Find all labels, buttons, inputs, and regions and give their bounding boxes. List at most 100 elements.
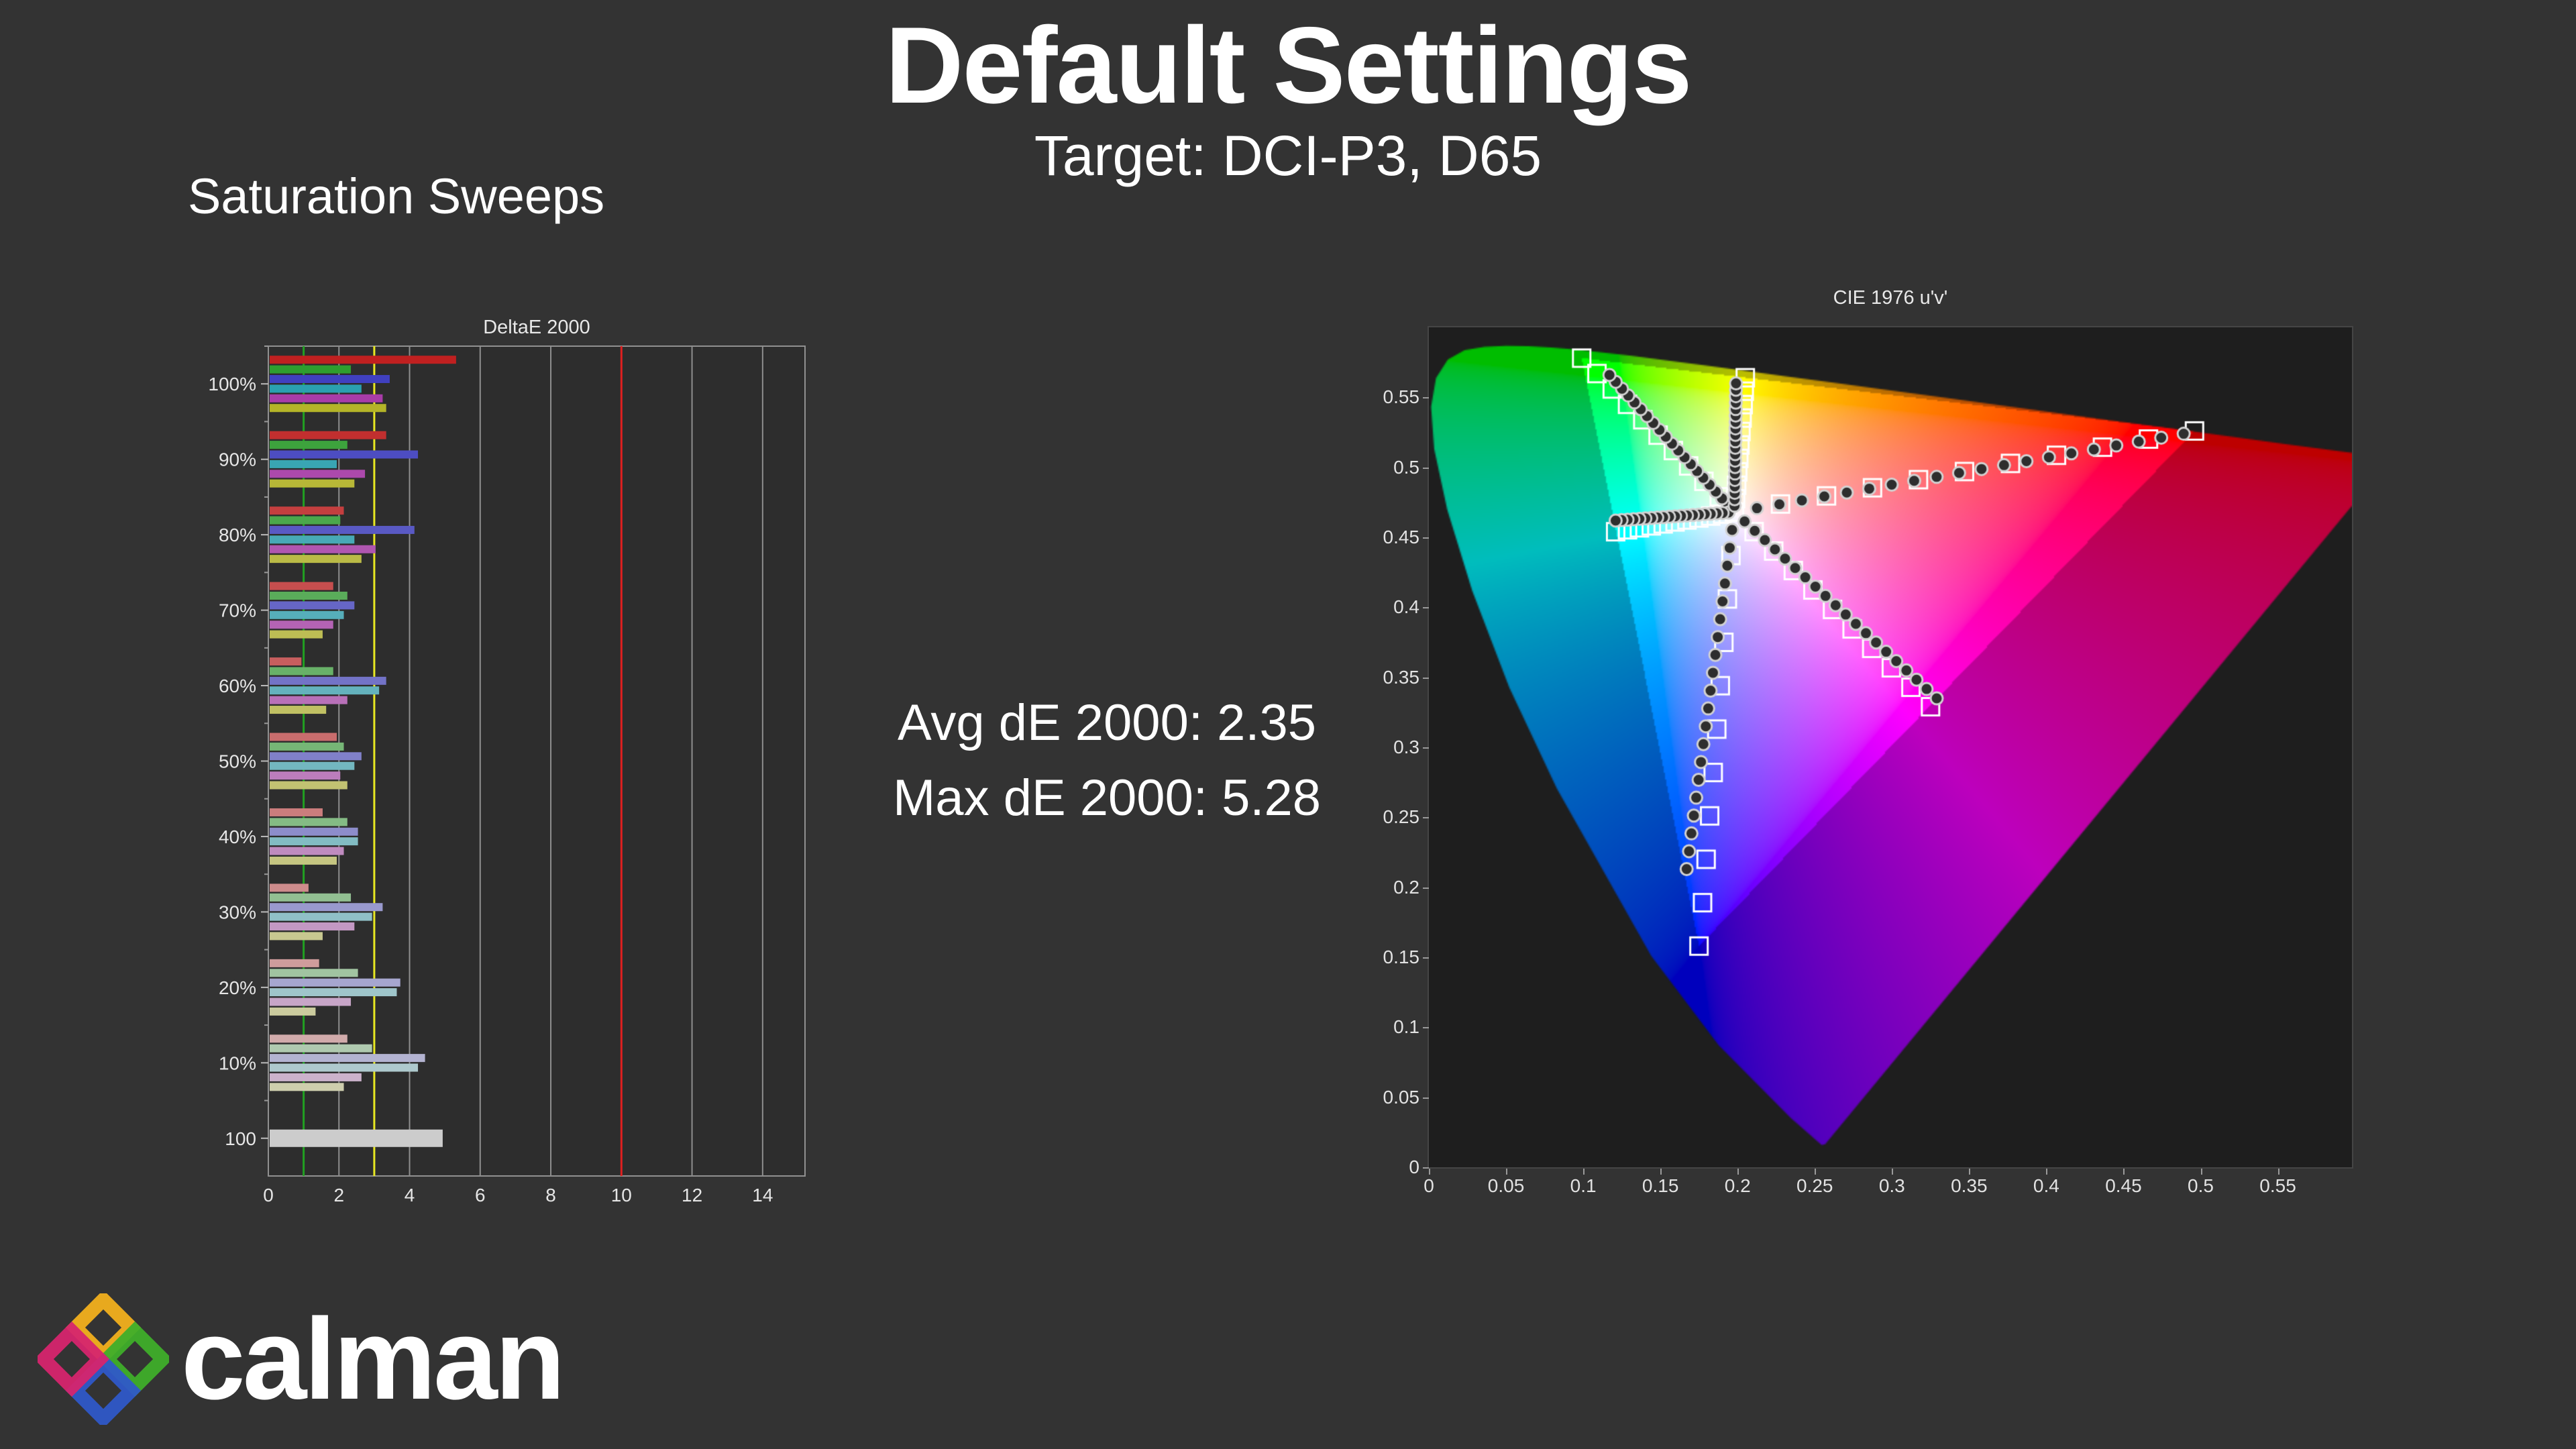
cie-x-tick-mark [2277,1169,2279,1175]
de-bar-60%-yellow [270,706,327,714]
saturation-sweeps-label: Saturation Sweeps [188,168,605,224]
de-bar-70%-red [270,582,333,590]
de-bar-90%-blue [270,450,419,459]
de-bar-100%-yellow [270,404,386,413]
y-axis-group-label: 70% [219,600,256,621]
de-bar-20%-yellow [270,1007,316,1016]
de-bar-100%-magenta [270,394,383,402]
de-bar-60%-cyan [270,686,380,695]
de-bar-40%-red [270,808,323,816]
cie-y-tick-label: 0.05 [1383,1086,1420,1108]
de-bar-40%-yellow [270,856,337,865]
cie-y-tick-mark [1423,817,1429,819]
de-bar-10%-magenta [270,1073,362,1081]
cie-y-tick-label: 0.25 [1383,806,1420,828]
cie-y-tick-mark [1423,1027,1429,1029]
report-header: Default Settings Target: DCI-P3, D65 [0,9,2576,189]
de-bar-40%-green [270,818,347,826]
x-axis-tick-label: 6 [475,1185,486,1205]
cie-y-tick-label: 0.4 [1393,596,1419,618]
de-bar-90%-magenta [270,470,366,478]
cie-x-tick-label: 0.1 [1570,1175,1597,1196]
calman-logo-icon [38,1293,169,1425]
x-axis-tick-label: 14 [752,1185,773,1205]
de-bar-100-white [270,1129,443,1147]
cie-y-tick-label: 0.15 [1383,947,1420,967]
de-bar-50%-green [270,742,344,751]
de-bar-80%-cyan [270,535,355,544]
de-bar-20%-green [270,969,358,977]
deltae-bar-chart-panel: DeltaE 2000 0 2 4 6 8 10 12 14 100% 90% 80% 70% 60% 5… [201,315,832,1214]
de-bar-70%-green [270,591,347,600]
cie-x-tick-label: 0 [1424,1175,1434,1196]
calman-logo: calman [38,1292,566,1426]
de-bar-60%-red [270,657,302,666]
cie-y-tick-mark [1423,607,1429,609]
de-bar-50%-magenta [270,771,341,780]
de-bar-50%-cyan [270,761,355,770]
de-bar-80%-red [270,506,344,515]
de-bar-10%-blue [270,1054,425,1063]
y-axis-group-label: 50% [219,751,256,772]
x-axis-tick-label: 10 [611,1185,632,1205]
de-bar-80%-green [270,516,341,525]
de-bar-60%-green [270,667,333,676]
de-bar-70%-cyan [270,610,344,619]
cie-x-tick-mark [1429,1169,1430,1175]
cie-y-tick-label: 0.2 [1393,876,1419,898]
de-bar-30%-red [270,883,309,892]
bar-plot-area [268,345,806,1177]
de-bar-10%-green [270,1044,372,1053]
cie-x-tick-mark [1892,1169,1894,1175]
de-bar-100%-cyan [270,384,362,393]
cie-y-tick-mark [1423,957,1429,959]
cie-chart-panel: CIE 1976 u'v' 0 0.05 0.1 0.15 0.2 0.25 0.3 0.35… [1328,286,2428,1252]
cie-x-tick-mark [1815,1169,1817,1175]
de-bar-50%-red [270,733,337,741]
deltae-chart-title: DeltaE 2000 [483,317,590,338]
de-bar-50%-blue [270,752,362,761]
de-bar-80%-yellow [270,555,362,564]
de-bar-80%-magenta [270,545,376,553]
cie-y-tick-label: 0.1 [1393,1016,1419,1038]
cie-y-tick-label: 0.3 [1393,737,1419,757]
cie-x-tick-mark [1969,1169,1971,1175]
de-bar-90%-cyan [270,460,337,468]
cie-y-tick-label: 0.45 [1383,527,1420,547]
de-bar-100%-blue [270,375,390,384]
de-bar-20%-cyan [270,988,397,997]
cie-y-tick-mark [1423,677,1429,679]
cie-x-tick-label: 0.25 [1796,1175,1833,1196]
de-bar-40%-magenta [270,847,344,855]
de-bar-90%-green [270,441,347,449]
de-bar-40%-blue [270,827,358,836]
cie-diagram-canvas [1428,326,2353,1169]
cie-x-tick-mark [2123,1169,2125,1175]
cie-y-tick-label: 0.5 [1393,456,1419,478]
cie-y-tick-mark [1423,467,1429,469]
de-bar-30%-magenta [270,922,355,931]
de-bar-50%-yellow [270,781,347,790]
cie-y-tick-label: 0.55 [1383,386,1420,408]
avg-de-value: Avg dE 2000: 2.35 [898,694,1316,751]
cie-x-tick-label: 0.05 [1487,1175,1525,1196]
de-bar-60%-blue [270,676,386,685]
cie-x-tick-mark [2200,1169,2202,1175]
saturation-bar-chart-svg-mount: 0 2 4 6 8 10 12 14 100% 90% 80% 70% 60% 50% 40% 30% 20% 1… [201,339,832,1215]
cie-y-tick-mark [1423,397,1429,399]
de-bar-30%-yellow [270,932,323,941]
cie-x-tick-mark [1737,1169,1739,1175]
calman-logo-text: calman [181,1295,566,1424]
y-axis-group-label: 90% [219,449,256,470]
cie-chart-title: CIE 1976 u'v' [1833,287,1948,309]
de-bar-30%-blue [270,903,383,912]
y-axis-group-label: 100 [225,1128,256,1149]
y-axis-group-label: 40% [219,826,256,847]
x-axis-tick-label: 0 [263,1185,274,1205]
y-axis-group-label: 20% [219,977,256,998]
y-axis-group-label: 80% [219,525,256,545]
de-bar-90%-yellow [270,479,355,488]
y-axis-group-label: 30% [219,902,256,922]
de-bar-60%-magenta [270,696,347,704]
